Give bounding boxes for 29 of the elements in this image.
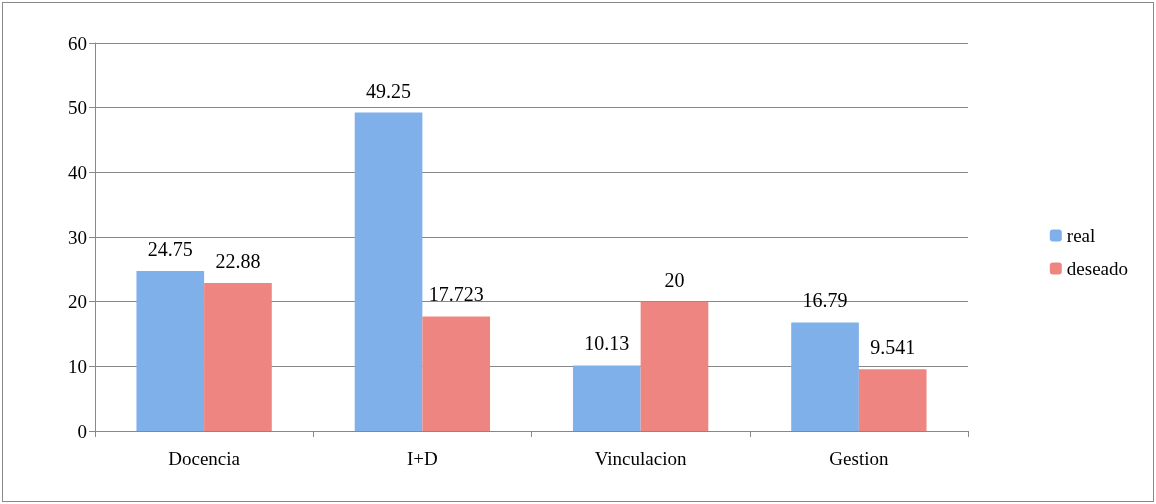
bar: [204, 283, 272, 431]
y-tick-label: 30: [68, 226, 87, 248]
data-label: 17.723: [428, 283, 484, 306]
y-tick-label: 50: [68, 97, 87, 119]
x-tick-label: Gestion: [829, 448, 889, 469]
x-tick-label: Docencia: [168, 448, 241, 469]
bar: [858, 369, 927, 431]
x-tick-label: I+D: [406, 448, 438, 469]
data-label: 49.25: [366, 79, 412, 102]
legend-label: deseado: [1066, 258, 1129, 279]
bar: [354, 112, 423, 431]
data-label: 22.88: [215, 250, 261, 273]
data-label: 20: [664, 268, 685, 291]
y-tick-label: 10: [68, 355, 87, 377]
x-tick-label: Vinculacion: [594, 448, 687, 469]
y-tick-label: 60: [68, 32, 87, 54]
bar: [572, 365, 641, 431]
bar: [640, 301, 709, 431]
legend-label: real: [1066, 225, 1096, 246]
data-label: 24.75: [147, 237, 193, 260]
bar: [136, 270, 205, 431]
data-label: 10.13: [584, 332, 630, 355]
y-tick-label: 20: [68, 291, 87, 313]
data-label: 9.541: [870, 336, 916, 359]
bar: [791, 322, 859, 431]
y-tick-label: 40: [68, 161, 87, 183]
y-tick-label: 0: [77, 420, 87, 442]
data-label: 16.79: [802, 289, 848, 312]
bar: [422, 316, 491, 431]
